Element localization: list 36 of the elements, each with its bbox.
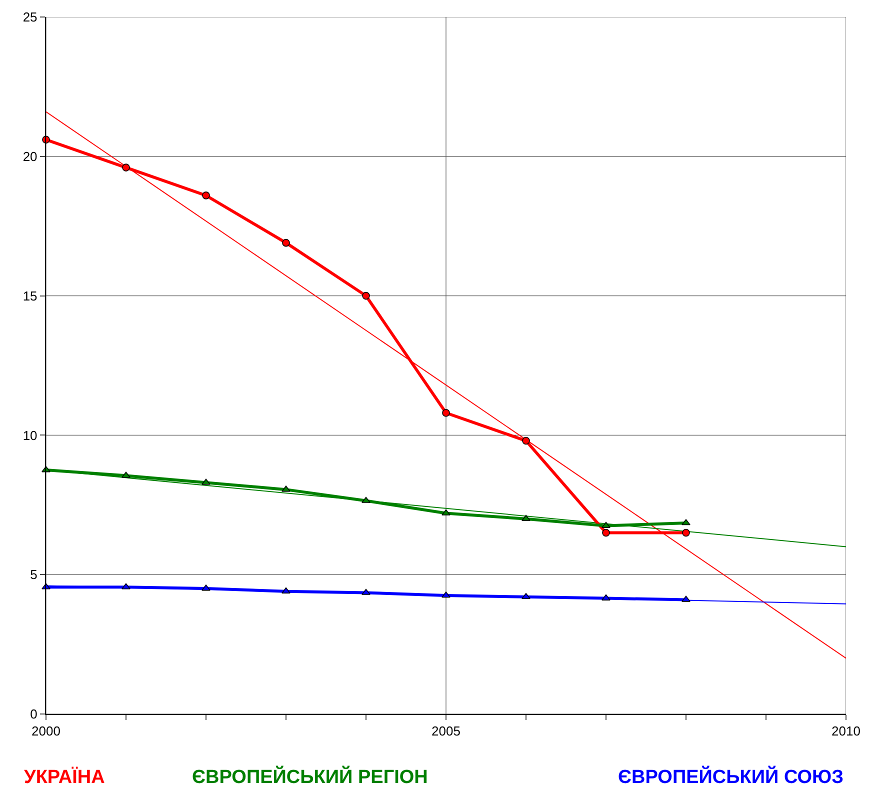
point: [442, 409, 450, 417]
text: УКРАЇНА: [24, 766, 106, 788]
point: [522, 436, 530, 445]
y-tick-label: 10: [22, 428, 38, 443]
point: [602, 522, 610, 528]
y-tick-label: 0: [30, 706, 38, 722]
point: [682, 519, 690, 526]
point: [282, 486, 290, 492]
text: ЄВРОПЕЙСЬКИЙ РЕГІОН: [192, 765, 428, 788]
point: [202, 478, 210, 485]
point: [362, 496, 370, 503]
x-tick-label: 2010: [832, 724, 860, 739]
point: [522, 593, 530, 600]
point: [362, 588, 370, 595]
y-tick-label: 5: [30, 567, 38, 582]
y-tick-label: 15: [22, 288, 38, 304]
point: [522, 514, 530, 521]
point: [282, 238, 290, 247]
point: [602, 528, 610, 537]
x-tick-label: 2000: [32, 724, 60, 739]
point: [122, 164, 130, 172]
point: [202, 584, 210, 591]
point: [442, 592, 450, 598]
point: [202, 192, 210, 200]
point: [442, 509, 450, 516]
y-tick-label: 25: [22, 10, 38, 25]
text: ЄВРОПЕЙСЬКИЙ СОЮЗ: [618, 765, 844, 788]
point: [362, 292, 370, 300]
point: [682, 528, 690, 537]
point: [282, 587, 290, 594]
point: [602, 594, 610, 600]
point: [682, 596, 690, 602]
point: [122, 583, 130, 590]
point: [122, 472, 130, 478]
x-tick-label: 2005: [432, 724, 460, 739]
y-tick-label: 20: [22, 148, 38, 164]
